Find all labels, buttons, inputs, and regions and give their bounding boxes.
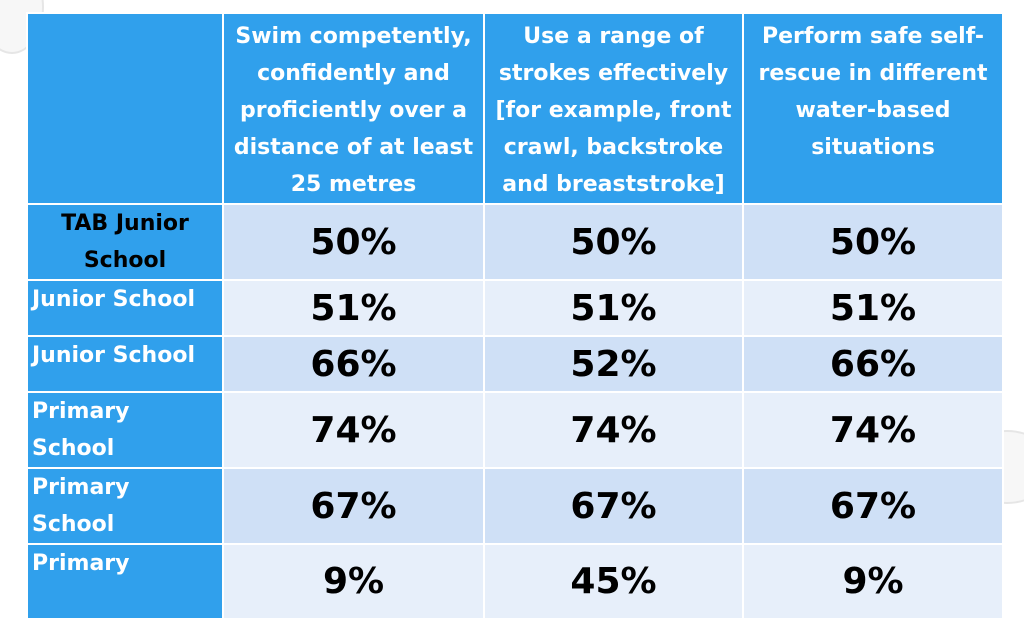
value-cell: 66% — [742, 335, 1004, 393]
value-cell: 74% — [483, 391, 744, 469]
value-cell: 51% — [222, 279, 485, 337]
header-row: Swim competently, confidently and profic… — [26, 12, 1004, 205]
header-cell: Swim competently, confidently and profic… — [222, 12, 485, 205]
table-row: Primary School 67% 67% 67% — [26, 467, 1004, 545]
header-cell: Use a range of strokes effectively [for … — [483, 12, 744, 205]
table-row: Primary 9% 45% 9% — [26, 543, 1004, 620]
value-cell: 67% — [742, 467, 1004, 545]
row-label: Primary School — [26, 391, 224, 469]
value-cell: 50% — [222, 203, 485, 281]
value-cell: 9% — [222, 543, 485, 620]
row-label: Junior School — [26, 279, 224, 337]
value-cell: 67% — [483, 467, 744, 545]
row-label: Primary — [26, 543, 224, 620]
value-cell: 74% — [222, 391, 485, 469]
table-row: Junior School 51% 51% 51% — [26, 279, 1004, 337]
table-row: Junior School 66% 52% 66% — [26, 335, 1004, 393]
results-table: Swim competently, confidently and profic… — [26, 12, 1004, 620]
table-row: TAB Junior School 50% 50% 50% — [26, 203, 1004, 281]
value-cell: 50% — [483, 203, 744, 281]
header-cell — [26, 12, 224, 205]
row-label: TAB Junior School — [26, 203, 224, 281]
value-cell: 67% — [222, 467, 485, 545]
table-row: Primary School 74% 74% 74% — [26, 391, 1004, 469]
value-cell: 66% — [222, 335, 485, 393]
value-cell: 51% — [742, 279, 1004, 337]
value-cell: 51% — [483, 279, 744, 337]
header-cell: Perform safe self-rescue in different wa… — [742, 12, 1004, 205]
value-cell: 50% — [742, 203, 1004, 281]
value-cell: 52% — [483, 335, 744, 393]
row-label: Junior School — [26, 335, 224, 393]
row-label: Primary School — [26, 467, 224, 545]
value-cell: 9% — [742, 543, 1004, 620]
value-cell: 74% — [742, 391, 1004, 469]
table-body: Swim competently, confidently and profic… — [26, 12, 1004, 620]
value-cell: 45% — [483, 543, 744, 620]
